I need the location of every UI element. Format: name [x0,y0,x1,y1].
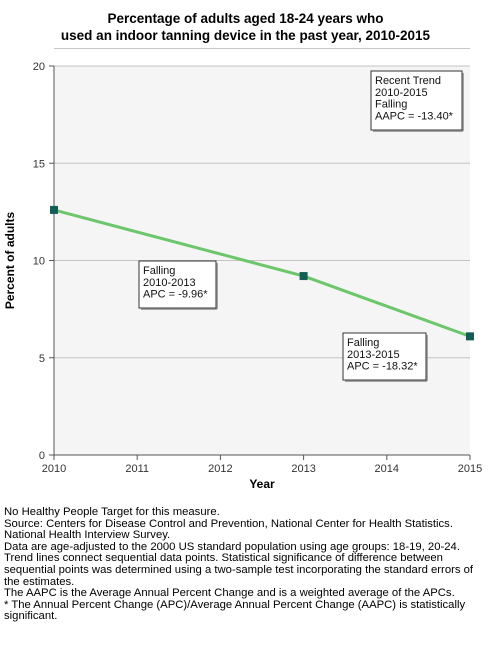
footnote-source: Source: Centers for Disease Control and … [4,517,453,542]
y-axis-title: Percent of adults [3,212,17,310]
annotation-1-line-0: Falling [347,337,379,349]
annotation-1-line-1: 2013-2015 [347,349,400,361]
annotation-box-0 [138,260,217,309]
footnote-age-adjusted: Data are age-adjusted to the 2000 US sta… [4,540,460,553]
data-point-2013 [299,272,308,281]
annotation-1-line-2: APC = -18.32* [347,361,418,373]
chart-title-line-2: used an indoor tanning device in the pas… [60,28,431,43]
chart-title: Percentage of adults aged 18-24 years wh… [0,10,491,44]
annotation-0-line-1: 2010-2013 [143,277,196,289]
data-point-2010 [50,205,58,214]
y-tick-label-0: 0 [39,450,45,462]
annotation-2-line-1: 2010-2015 [375,87,428,99]
line-chart: 0 5 10 15 20 2010 2011 2012 2013 2014 2015 Year Perc… [3,61,482,491]
y-tick-label-20: 20 [33,61,45,73]
footnote-significance: * The Annual Percent Change (APC)/Averag… [4,598,466,623]
footnotes: No Healthy People Target for this measur… [4,506,490,623]
x-tick-label-2013: 2013 [291,463,315,475]
annotation-2-line-0: Recent Trend [375,75,441,87]
annotation-2-line-3: AAPC = -13.40* [375,110,454,122]
title-divider [54,48,470,49]
footnote-target: No Healthy People Target for this measur… [4,506,220,518]
y-tick-label-5: 5 [39,353,45,365]
data-point-2015 [466,332,474,341]
x-axis-title: Year [249,477,275,491]
x-tick-label-2011: 2011 [125,463,149,475]
y-tick-label-10: 10 [33,256,45,268]
annotation-2-line-2: Falling [375,99,407,111]
annotation-0-line-2: APC = -9.96* [143,289,208,301]
y-tick-label-15: 15 [33,158,45,170]
x-tick-label-2010: 2010 [42,463,66,475]
footnote-aapc: The AAPC is the Average Annual Percent C… [4,587,455,600]
footnote-trend-lines: Trend lines connect sequential data poin… [4,552,474,588]
chart-title-line-1: Percentage of adults aged 18-24 years wh… [107,11,384,26]
annotation-box-2 [370,70,463,131]
x-tick-label-2015: 2015 [458,463,482,475]
annotation-0-line-0: Falling [143,265,175,277]
x-tick-label-2014: 2014 [375,463,399,475]
annotation-box-1 [342,332,427,381]
x-tick-label-2012: 2012 [208,463,232,475]
